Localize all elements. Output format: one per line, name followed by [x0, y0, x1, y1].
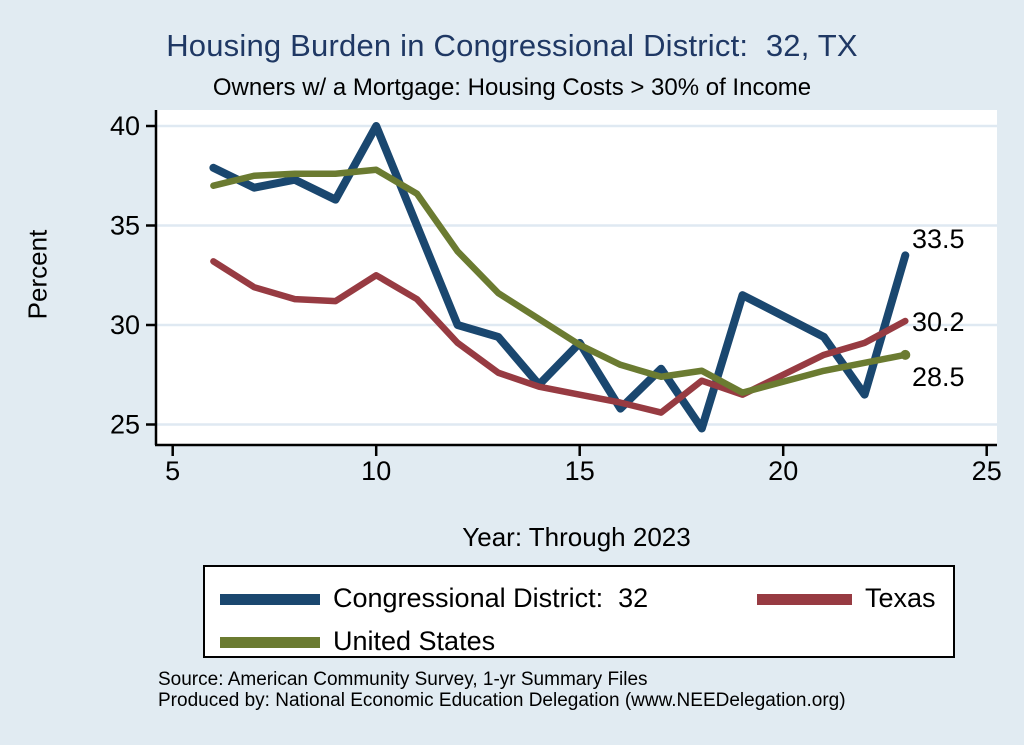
x-tick-label: 25	[972, 456, 1002, 486]
legend-swatch-texas	[757, 594, 852, 605]
legend-label-cd32: Congressional District: 32	[333, 583, 649, 613]
source-note: Source: American Community Survey, 1-yr …	[158, 669, 846, 711]
end-label-cd32: 33.5	[912, 224, 965, 254]
x-axis-label: Year: Through 2023	[462, 522, 691, 552]
end-marker-us	[900, 349, 911, 360]
y-tick-label: 25	[110, 410, 140, 440]
source-line-2: Produced by: National Economic Education…	[158, 690, 846, 711]
chart-title: Housing Burden in Congressional District…	[166, 28, 858, 63]
end-label-texas: 30.2	[912, 307, 965, 337]
legend-label-texas: Texas	[865, 583, 936, 613]
y-tick-label: 35	[110, 211, 140, 241]
legend-swatch-cd32	[220, 594, 320, 605]
source-line-1: Source: American Community Survey, 1-yr …	[158, 669, 648, 690]
x-tick-label: 5	[165, 456, 180, 486]
chart-subtitle: Owners w/ a Mortgage: Housing Costs > 30…	[212, 74, 812, 101]
legend-swatch-us	[220, 637, 320, 648]
end-label-us: 28.5	[912, 362, 965, 392]
x-tick-label: 15	[565, 456, 595, 486]
series-line-us	[210, 166, 909, 396]
legend: Congressional District: 32 Texas United …	[203, 565, 955, 658]
x-tick-label: 10	[361, 456, 391, 486]
y-tick-label: 30	[110, 310, 140, 340]
x-tick-label: 20	[768, 456, 798, 486]
y-tick-label: 40	[110, 111, 140, 141]
legend-label-us: United States	[333, 626, 496, 656]
series-line-texas	[210, 258, 909, 416]
